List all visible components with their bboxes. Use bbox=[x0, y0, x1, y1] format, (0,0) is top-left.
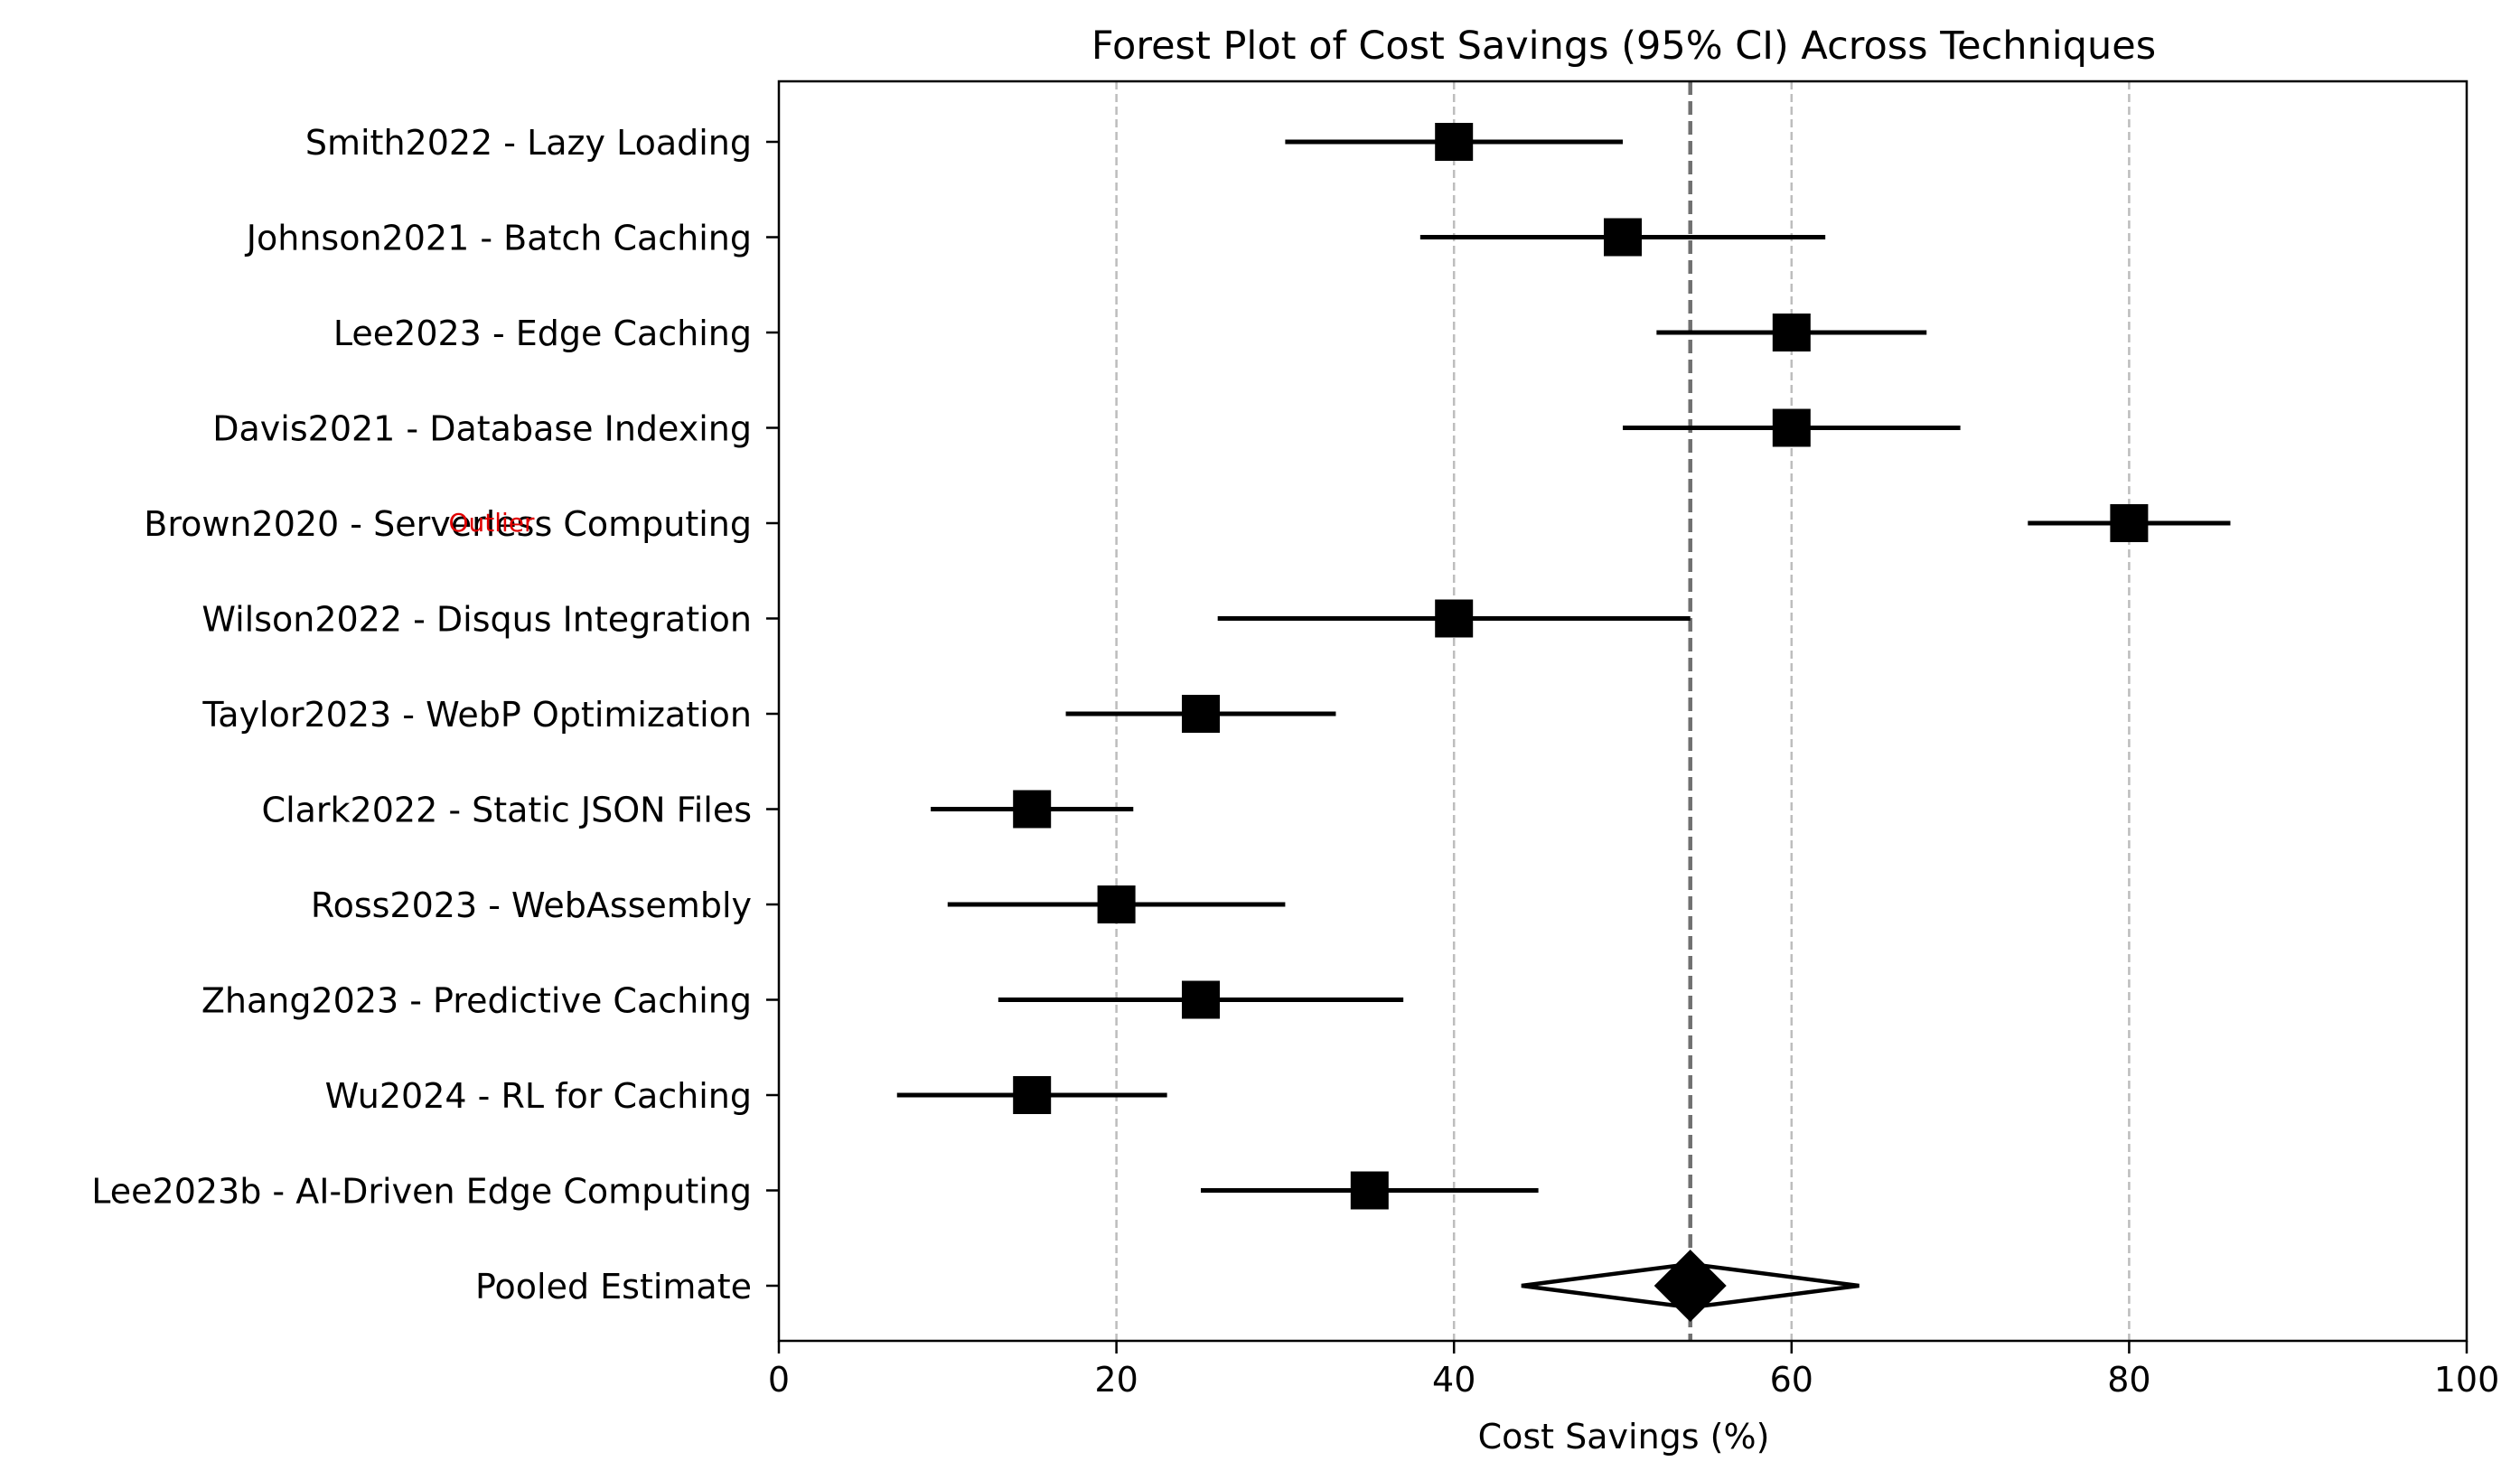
x-tick-label-80: 80 bbox=[2107, 1360, 2150, 1400]
y-tick-label-8: Clark2022 - Static JSON Files bbox=[262, 791, 752, 830]
x-tick-label-0: 0 bbox=[768, 1360, 790, 1400]
estimate-marker-11 bbox=[1013, 1076, 1052, 1114]
y-tick-label-10: Zhang2023 - Predictive Caching bbox=[201, 981, 752, 1021]
x-tick-label-40: 40 bbox=[1432, 1360, 1475, 1400]
chart-title: Forest Plot of Cost Savings (95% CI) Acr… bbox=[1091, 23, 2156, 69]
estimate-marker-4 bbox=[1772, 408, 1811, 447]
estimate-marker-9 bbox=[1097, 885, 1136, 923]
y-tick-label-7: Taylor2023 - WebP Optimization bbox=[201, 695, 752, 735]
y-tick-label-pooled: Pooled Estimate bbox=[475, 1267, 752, 1307]
y-tick-label-6: Wilson2022 - Disqus Integration bbox=[201, 600, 752, 640]
plot-frame bbox=[777, 80, 2468, 1343]
estimate-marker-8 bbox=[1013, 790, 1052, 829]
estimate-marker-1 bbox=[1435, 123, 1474, 161]
estimate-marker-5 bbox=[2110, 504, 2149, 542]
y-tick-label-3: Lee2023 - Edge Caching bbox=[333, 314, 752, 353]
y-tick-label-12: Lee2023b - AI-Driven Edge Computing bbox=[91, 1172, 752, 1212]
grid-lines bbox=[1115, 81, 2131, 1341]
labels: Smith2022 - Lazy Loading Johnson2021 - Ba… bbox=[91, 123, 2499, 1400]
estimate-marker-3 bbox=[1772, 314, 1811, 351]
estimate-marker-12 bbox=[1350, 1171, 1389, 1210]
y-tick-label-4: Davis2021 - Database Indexing bbox=[212, 409, 752, 449]
estimate-marker-2 bbox=[1604, 218, 1642, 257]
estimate-marker-6 bbox=[1435, 599, 1474, 638]
x-tick-label-100: 100 bbox=[2434, 1360, 2500, 1400]
estimate-marker-7 bbox=[1182, 695, 1220, 733]
y-tick-label-9: Ross2023 - WebAssembly bbox=[311, 885, 752, 925]
y-tick-label-11: Wu2024 - RL for Caching bbox=[325, 1076, 752, 1116]
y-tick-label-2: Johnson2021 - Batch Caching bbox=[245, 219, 752, 258]
x-tick-label-60: 60 bbox=[1770, 1360, 1813, 1400]
y-tick-label-5: Brown2020 - Serverless Computing bbox=[144, 504, 752, 544]
outlier-annotation: Outlier bbox=[448, 508, 535, 538]
x-axis-label: Cost Savings (%) bbox=[1478, 1417, 1770, 1457]
data-marks bbox=[896, 123, 2231, 1322]
estimate-marker-10 bbox=[1182, 980, 1220, 1019]
pooled-estimate-marker bbox=[1653, 1250, 1727, 1322]
y-tick-label-1: Smith2022 - Lazy Loading bbox=[305, 123, 752, 163]
x-tick-label-20: 20 bbox=[1094, 1360, 1138, 1400]
pooled-ci-diamond bbox=[1521, 1261, 1860, 1310]
axes bbox=[766, 80, 2468, 1354]
